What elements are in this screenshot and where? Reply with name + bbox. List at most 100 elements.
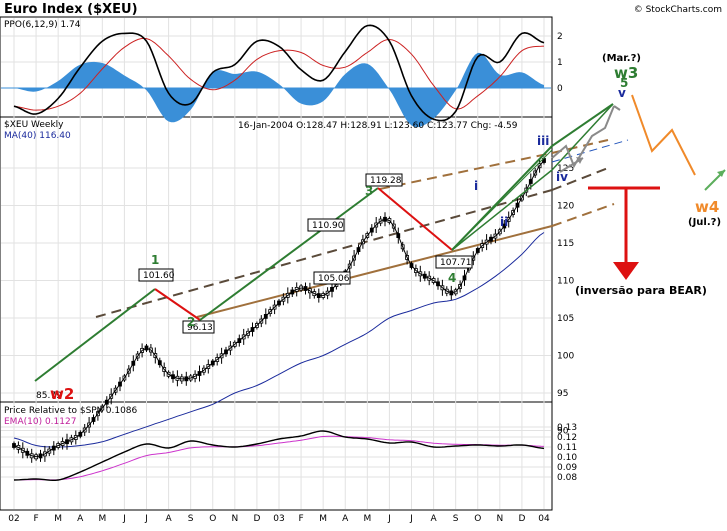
x-axis-label: F [33, 514, 38, 524]
x-axis-label: 03 [273, 514, 284, 524]
value-label-box-4 [313, 271, 351, 285]
ma-extension [551, 139, 629, 163]
price-tick-label: 100 [557, 352, 574, 362]
wave-label-3: 3 [365, 184, 373, 198]
wave-label-5: 5 [620, 76, 628, 90]
x-axis-label: N [231, 514, 238, 524]
relative-tick-label: 0.10 [557, 453, 577, 463]
relative-tick-label: 0.09 [557, 463, 577, 473]
forecast-up-arrow [717, 170, 725, 177]
relative-tick-label: 0.11 [557, 443, 577, 453]
value-label-box-5 [365, 173, 403, 187]
x-axis-label: S [188, 514, 194, 524]
quote-info: 16-Jan-2004 O:128.47 H:128.91 L:123.60 C… [238, 121, 518, 131]
price-tick-label: 95 [557, 389, 568, 399]
value-label-box-2 [182, 320, 215, 334]
x-axis-label: A [430, 514, 437, 524]
price-tick-label: 90 [557, 427, 569, 437]
ppo-signal-line [13, 37, 545, 111]
annotation-jul: (Jul.?) [688, 217, 721, 228]
x-axis-label: J [144, 514, 148, 524]
x-axis-label: J [387, 514, 391, 524]
projection [551, 94, 726, 191]
x-axis-labels: 02 F M A M J J A S O N D 03 F M A M J J A S O N D 04 [8, 514, 550, 524]
value-label-box-6 [435, 255, 473, 269]
ppo-histogram-area [14, 52, 544, 128]
projection-arrow-head [576, 157, 583, 164]
price-series-label: $XEU Weekly [4, 120, 64, 130]
x-axis-label: N [496, 514, 503, 524]
relative-label: Price Relative to $SPX 0.1086 [4, 406, 138, 416]
price-tick-label: 105 [557, 314, 574, 324]
price-line [13, 160, 545, 458]
lower-trend-ext [551, 203, 615, 227]
x-axis-label: M [363, 514, 371, 524]
ema-label: EMA(10) 0.1127 [4, 417, 76, 427]
x-axis-label: M [98, 514, 106, 524]
price-tick-label: 120 [557, 202, 574, 212]
wave-3-line [199, 187, 379, 321]
bear-warning: (inversão para BEAR) [575, 186, 707, 297]
price-tick-label: 110 [557, 277, 574, 287]
wave-5-mid-line [451, 149, 553, 251]
wave-5-line-ext [551, 103, 614, 147]
x-axis-label: J [122, 514, 126, 524]
big-wave-label-w2: w2 [50, 385, 74, 403]
wave-labels: 1 2 3 4 5 i ii iii iv v w2 w3 w4 (Mar.?)… [50, 53, 721, 403]
value-label-6: 107.71 [440, 258, 472, 268]
x-axis-label: D [253, 514, 260, 524]
projected-subwaves [551, 105, 615, 169]
x-axis-label: F [298, 514, 303, 524]
x-axis-label: S [453, 514, 459, 524]
value-label-4: 105.06 [318, 274, 350, 284]
x-axis-label: 02 [8, 514, 19, 524]
x-axis-label: J [409, 514, 413, 524]
ma-40-line [13, 232, 545, 448]
bear-arrow-head [613, 262, 639, 280]
ppo-histogram [1, 52, 551, 128]
big-wave-label-w4: w4 [695, 198, 719, 216]
value-label-low: 85.79 [36, 391, 62, 401]
wave-5-lower-ext [551, 103, 614, 171]
forecast-line [631, 94, 696, 176]
ppo-tick-label: 2 [557, 32, 563, 42]
channel-line-2 [379, 152, 553, 190]
ema-10-line [14, 435, 545, 481]
upper-channel-ext [551, 167, 609, 191]
value-label-1: 101.60 [143, 271, 175, 281]
ppo-tick-label: 0 [557, 84, 563, 94]
ppo-tick-label: 1 [557, 58, 563, 68]
relative-tick-label: 0.08 [557, 473, 577, 483]
x-axis-label: O [209, 514, 216, 524]
value-label-5: 119.28 [370, 176, 402, 186]
chart-title: Euro Index ($XEU) [4, 2, 138, 17]
x-axis-label: 04 [538, 514, 550, 524]
subwave-label-iii: iii [537, 134, 549, 148]
value-label-box-3 [307, 218, 345, 232]
relative-tick-label: 0.12 [557, 433, 577, 443]
copyright-label: © StockCharts.com [634, 5, 722, 15]
x-axis-label: O [474, 514, 481, 524]
relative-y-ticks: 0.130.120.110.100.090.08 [557, 423, 577, 483]
subwave-label-ii: ii [500, 215, 508, 229]
subwave-label-iv: iv [556, 170, 568, 184]
ma-label: MA(40) 116.40 [4, 131, 71, 141]
annotation-mar: (Mar.?) [602, 53, 641, 64]
value-label-box-1 [138, 268, 174, 282]
ppo-label: PPO(6,12,9) 1.74 [4, 20, 81, 30]
wave-label-4: 4 [448, 271, 456, 285]
value-labels: 85.79 101.60 96.13 110.90 105.06 119.28 … [36, 173, 473, 401]
wave-1-line [34, 288, 156, 382]
subwave-label-i: i [474, 179, 478, 193]
projected-tail [613, 105, 621, 111]
big-wave-label-w3: w3 [614, 64, 638, 82]
x-axis-label: D [518, 514, 525, 524]
relative-panel [0, 401, 553, 511]
relative-tick-label: 0.13 [557, 423, 577, 433]
value-label-2: 96.13 [187, 323, 213, 333]
wave-5-lower-line [451, 169, 553, 251]
subwave-label-v: v [618, 86, 626, 100]
